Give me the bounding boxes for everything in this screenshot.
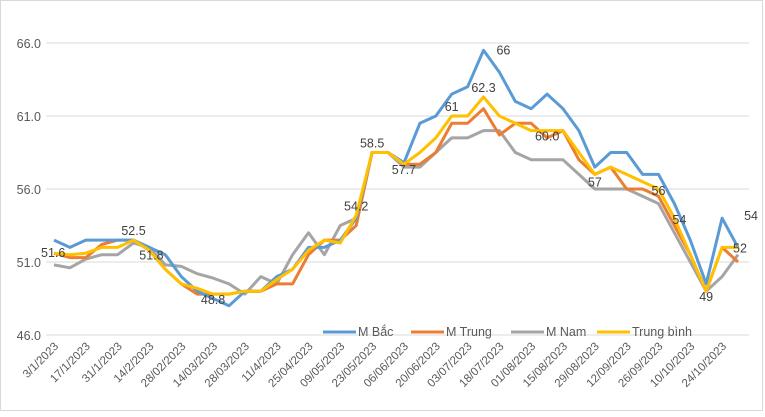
data-label: 60.0 (535, 130, 559, 144)
data-label: 57.7 (392, 163, 416, 177)
data-label: 58.5 (360, 137, 384, 151)
data-label: 54 (672, 213, 686, 227)
data-label: 51.8 (139, 248, 163, 262)
data-label: 48.8 (201, 293, 225, 307)
series-line-m-trung (53, 107, 740, 296)
data-label: 52.5 (121, 224, 145, 238)
data-label: 62.3 (471, 81, 495, 95)
data-label: 54 (744, 209, 758, 223)
data-label: 56 (652, 184, 666, 198)
y-tick-label: 66.0 (17, 37, 41, 51)
y-tick-label: 46.0 (17, 329, 41, 343)
legend-label: M Nam (546, 325, 586, 339)
series-line-m-nam (53, 129, 740, 296)
data-label: 61 (445, 100, 459, 114)
data-label: 57 (588, 175, 602, 189)
legend-label: M Bắc (358, 324, 393, 339)
data-label: 49 (699, 290, 713, 304)
legend-label: M Trung (446, 325, 492, 339)
series-line-trung-binh (53, 95, 738, 296)
y-tick-label: 56.0 (17, 183, 41, 197)
data-label: 51.6 (41, 246, 65, 260)
y-tick-label: 61.0 (17, 110, 41, 124)
legend-label: Trung bình (632, 325, 692, 339)
y-tick-label: 51.0 (17, 256, 41, 270)
data-label: 52 (733, 241, 747, 255)
data-label: 54.2 (344, 199, 368, 213)
data-label: 66 (496, 43, 510, 57)
